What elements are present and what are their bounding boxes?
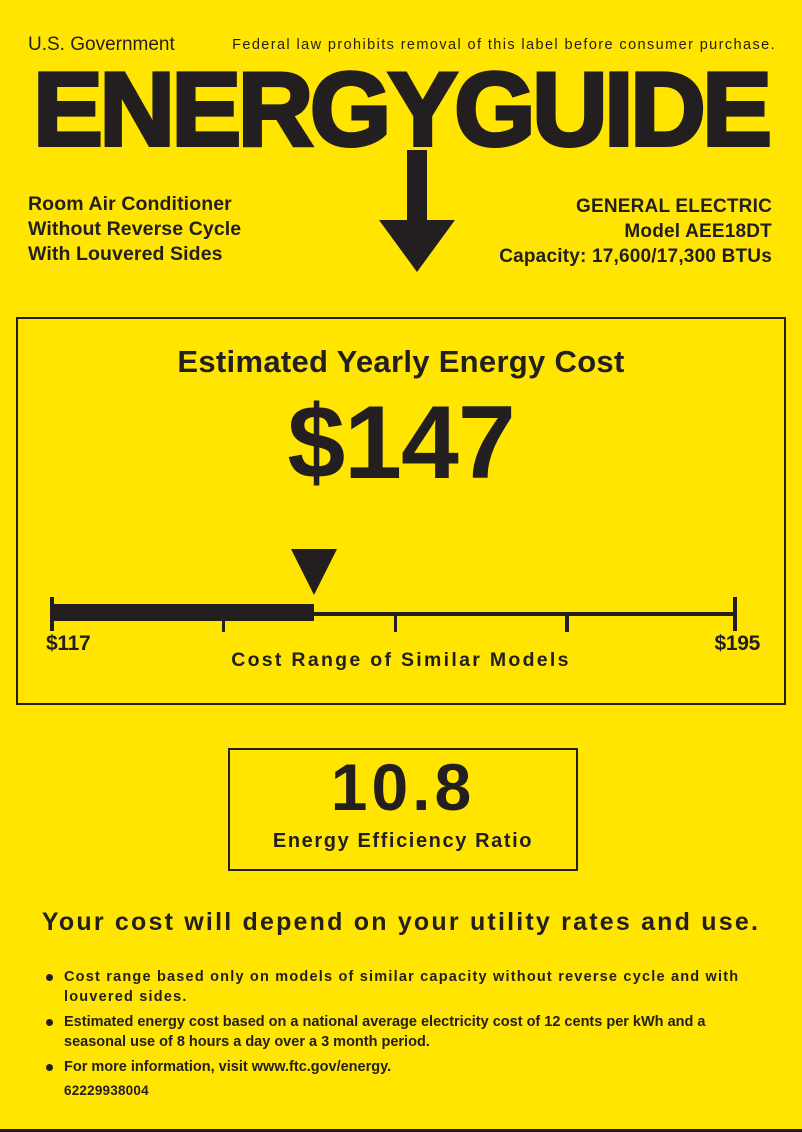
footnote-text: For more information, visit www.ftc.gov/… bbox=[64, 1059, 392, 1075]
down-arrow-icon bbox=[379, 150, 455, 272]
product-type-line-2: Without Reverse Cycle bbox=[28, 218, 242, 240]
manufacturer-block: GENERAL ELECTRIC Model AEE18DT Capacity:… bbox=[499, 194, 772, 269]
product-type-line-3: With Louvered Sides bbox=[28, 243, 223, 265]
range-low-label: $117 bbox=[46, 632, 91, 655]
footnote-item: For more information, visit www.ftc.gov/… bbox=[44, 1058, 764, 1078]
estimated-yearly-cost-value: $147 bbox=[287, 385, 515, 501]
federal-law-notice: Federal law prohibits removal of this la… bbox=[232, 37, 776, 53]
estimated-yearly-cost-panel: Estimated Yearly Energy Cost $147 $117 $… bbox=[16, 317, 786, 705]
cost-panel-title: Estimated Yearly Energy Cost bbox=[177, 344, 625, 379]
cost-range-scale: $117 $195 bbox=[18, 549, 788, 655]
footnote-text: Estimated energy cost based on a nationa… bbox=[64, 1014, 706, 1050]
footnote-item: Cost range based only on models of simil… bbox=[44, 968, 764, 1007]
cost-position-marker bbox=[291, 549, 338, 595]
cost-range-caption: Cost Range of Similar Models bbox=[231, 649, 571, 671]
manufacturer-name: GENERAL ELECTRIC bbox=[575, 196, 772, 217]
label-serial-number: 62229938004 bbox=[64, 1082, 149, 1098]
label-header: U.S. Government Federal law prohibits re… bbox=[0, 34, 802, 64]
product-type-line-1: Room Air Conditioner bbox=[28, 193, 232, 215]
bullet-icon bbox=[46, 974, 53, 981]
footnote-text: Cost range based only on models of simil… bbox=[64, 969, 740, 1005]
footnote-item: Estimated energy cost based on a nationa… bbox=[44, 1013, 764, 1052]
us-government-text: U.S. Government bbox=[28, 34, 175, 55]
scale-end-cap-high bbox=[733, 597, 737, 631]
energyguide-wordmark: ENERGYGUIDE bbox=[31, 52, 774, 168]
cost-disclaimer-tagline: Your cost will depend on your utility ra… bbox=[41, 908, 761, 936]
scale-axis-line bbox=[50, 612, 737, 616]
model-number: Model AEE18DT bbox=[624, 221, 772, 242]
capacity-rating: Capacity: 17,600/17,300 BTUs bbox=[499, 246, 772, 267]
cost-range-fill-bar bbox=[50, 604, 315, 621]
energy-efficiency-ratio-panel: 10.8 Energy Efficiency Ratio bbox=[228, 748, 578, 871]
scale-tick-2 bbox=[393, 616, 397, 632]
eer-value: 10.8 bbox=[330, 750, 476, 824]
bullet-icon bbox=[46, 1019, 53, 1026]
scale-tick-3 bbox=[565, 616, 569, 632]
footnotes-list: Cost range based only on models of simil… bbox=[44, 968, 764, 1098]
energyguide-logo: ENERGYGUIDE bbox=[0, 56, 802, 172]
product-description: Room Air Conditioner Without Reverse Cyc… bbox=[28, 192, 241, 267]
bullet-icon bbox=[46, 1064, 53, 1071]
scale-tick-1 bbox=[221, 616, 226, 632]
range-high-label: $195 bbox=[714, 632, 760, 655]
eer-label: Energy Efficiency Ratio bbox=[272, 830, 534, 852]
